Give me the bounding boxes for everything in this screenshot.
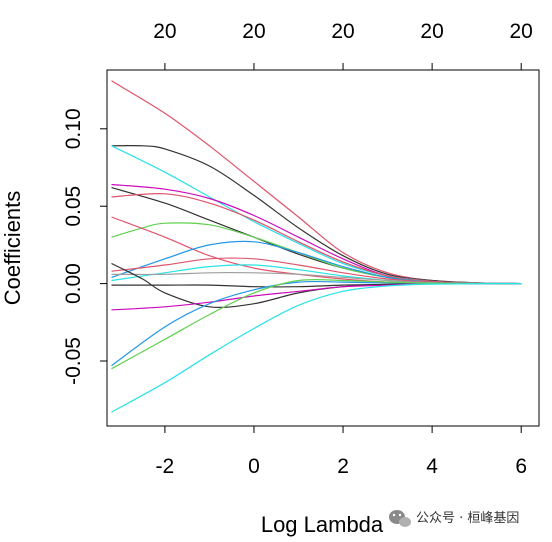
y-tick-label: -0.05 bbox=[62, 337, 85, 385]
top-tick-label: 20 bbox=[331, 20, 354, 43]
y-axis-title: Coefficients bbox=[0, 191, 25, 306]
series-line-18 bbox=[111, 283, 522, 413]
x-tick-label: 4 bbox=[426, 455, 438, 478]
bottom-axis: -2 0 2 4 6 bbox=[156, 425, 527, 478]
x-tick-label: -2 bbox=[156, 455, 175, 478]
top-tick-label: 20 bbox=[420, 20, 443, 43]
x-tick-label: 0 bbox=[248, 455, 260, 478]
y-tick-label: 0.00 bbox=[62, 263, 85, 304]
left-axis: -0.05 0.00 0.05 0.10 bbox=[62, 108, 108, 385]
top-axis: 20 20 20 20 20 bbox=[153, 20, 533, 71]
x-axis-title: Log Lambda bbox=[261, 512, 384, 537]
watermark-text: 公众号 · 桓峰基因 bbox=[416, 511, 519, 526]
y-tick-label: 0.05 bbox=[62, 186, 85, 227]
series-line-17 bbox=[111, 278, 522, 370]
x-tick-label: 2 bbox=[337, 455, 349, 478]
x-tick-label: 6 bbox=[515, 455, 527, 478]
series-layer bbox=[111, 80, 522, 413]
watermark: 公众号 · 桓峰基因 bbox=[389, 510, 519, 527]
top-tick-label: 20 bbox=[510, 20, 533, 43]
y-tick-label: 0.10 bbox=[62, 108, 85, 149]
top-tick-label: 20 bbox=[242, 20, 265, 43]
wechat-icon bbox=[389, 510, 411, 527]
top-tick-label: 20 bbox=[153, 20, 176, 43]
series-line-10 bbox=[111, 257, 522, 285]
